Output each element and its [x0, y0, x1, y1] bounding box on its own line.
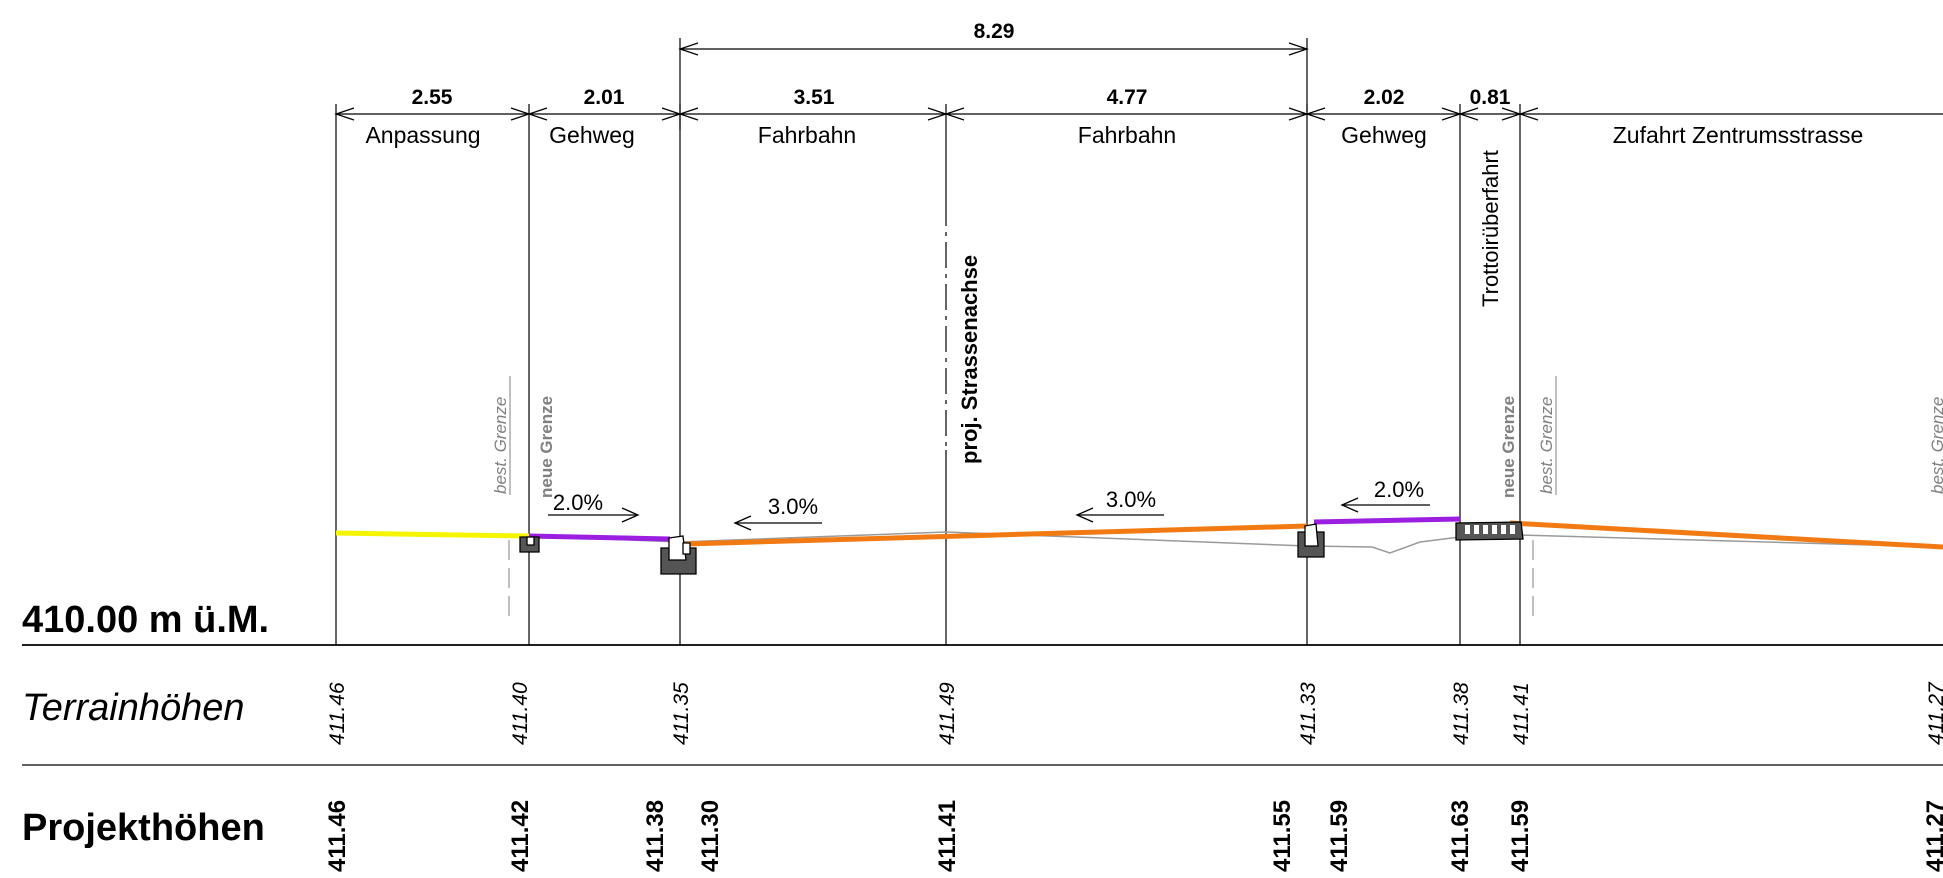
sidewalk-surface-left [528, 533, 671, 542]
existing-boundary-label: best. Grenze [491, 397, 510, 494]
terrain-height: 411.33 [1297, 682, 1320, 745]
boundary-markers [508, 376, 1557, 620]
segment-label: Fahrbahn [1078, 122, 1176, 148]
terrain-height: 411.41 [1510, 682, 1533, 745]
road-axis-label: proj. Strassenachse [957, 255, 982, 464]
terrain-height: 411.35 [670, 682, 693, 745]
segment-label: Anpassung [365, 122, 480, 148]
segment-width: 2.02 [1364, 86, 1405, 109]
existing-boundary-label: best. Grenze [1928, 397, 1943, 494]
driveway-surface [1509, 520, 1943, 550]
project-height: 411.30 [697, 800, 724, 872]
slope-label: 3.0% [1106, 487, 1156, 512]
segment-label: Zufahrt Zentrumsstrasse [1613, 122, 1864, 148]
project-heights-label: Projekthöhen [22, 807, 265, 849]
segment-width: 0.81 [1470, 86, 1511, 109]
curb-stone [519, 536, 540, 553]
project-height: 411.27 [1922, 800, 1943, 872]
slope-arrows [548, 497, 1430, 531]
project-height: 411.42 [507, 800, 534, 872]
adjustment-surface [335, 530, 530, 539]
segment-label: Fahrbahn [758, 122, 856, 148]
slope-label: 3.0% [768, 494, 818, 519]
terrain-height: 411.40 [509, 682, 532, 745]
new-boundary-label: neue Grenze [537, 396, 556, 498]
project-height: 411.59 [1326, 800, 1353, 872]
project-height: 411.41 [934, 800, 961, 872]
total-dimension: 8.29 [974, 20, 1015, 43]
new-boundary-label: neue Grenze [1499, 396, 1518, 498]
curb-stone [1297, 523, 1325, 558]
terrain-height: 411.46 [326, 682, 349, 745]
segment-width: 2.01 [584, 86, 625, 109]
segment-label: Gehweg [1341, 122, 1427, 148]
slope-label: 2.0% [1374, 477, 1424, 502]
project-height: 411.55 [1269, 800, 1296, 872]
slope-label: 2.0% [553, 490, 603, 515]
crossing-curb [1455, 521, 1524, 541]
curb-stone [660, 535, 697, 575]
project-height: 411.63 [1447, 800, 1474, 872]
terrain-height: 411.38 [1450, 682, 1473, 745]
terrain-height: 411.49 [936, 682, 959, 745]
terrain-heights-label: Terrainhöhen [22, 687, 245, 729]
project-height: 411.38 [642, 800, 669, 872]
sidewalk-crossing-label: Trottoirüberfahrt [1478, 150, 1503, 307]
terrain-height: 411.27 [1925, 681, 1943, 745]
reference-level-label: 410.00 m ü.M. [22, 599, 269, 641]
segment-width: 3.51 [794, 86, 835, 109]
segment-label: Gehweg [549, 122, 635, 148]
existing-boundary-label: best. Grenze [1537, 397, 1556, 494]
segment-width: 4.77 [1107, 86, 1148, 109]
sidewalk-surface-right [1313, 516, 1461, 525]
segment-width: 2.55 [412, 86, 453, 109]
project-height: 411.46 [324, 800, 351, 872]
roadway-surface [685, 523, 1308, 547]
project-height: 411.59 [1507, 800, 1534, 872]
